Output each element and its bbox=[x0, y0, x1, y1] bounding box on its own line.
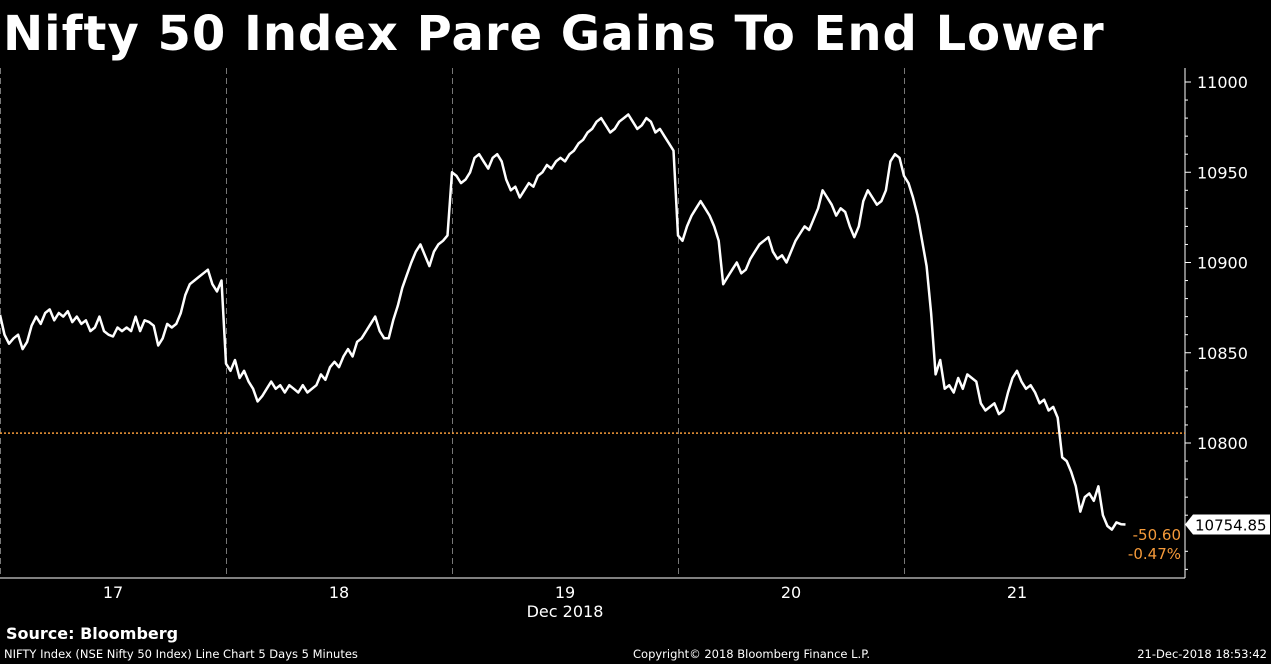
change-percent-label: -0.47% bbox=[1128, 545, 1181, 563]
footer-copyright: Copyright© 2018 Bloomberg Finance L.P. bbox=[633, 647, 870, 661]
chart-title: Nifty 50 Index Pare Gains To End Lower bbox=[3, 6, 1105, 62]
x-tick-label: 20 bbox=[781, 583, 801, 602]
y-tick-label: 10800 bbox=[1197, 434, 1248, 453]
y-tick-label: 10850 bbox=[1197, 344, 1248, 363]
last-value-label: 10754.85 bbox=[1195, 516, 1267, 534]
y-tick-label: 10900 bbox=[1197, 254, 1248, 273]
y-tick-label: 11000 bbox=[1197, 73, 1248, 92]
price-line bbox=[0, 113, 1126, 531]
footer-chart-description: NIFTY Index (NSE Nifty 50 Index) Line Ch… bbox=[4, 647, 358, 661]
last-value-box bbox=[1185, 514, 1270, 535]
x-tick-label: 17 bbox=[103, 583, 123, 602]
change-absolute-label: -50.60 bbox=[1133, 526, 1181, 544]
x-tick-label: 18 bbox=[329, 583, 349, 602]
footer-timestamp: 21-Dec-2018 18:53:42 bbox=[1137, 647, 1267, 661]
x-tick-label: 19 bbox=[555, 583, 575, 602]
y-tick-label: 10950 bbox=[1197, 163, 1248, 182]
x-month-label: Dec 2018 bbox=[527, 602, 604, 621]
source-label: Source: Bloomberg bbox=[6, 624, 179, 643]
x-tick-label: 21 bbox=[1007, 583, 1027, 602]
